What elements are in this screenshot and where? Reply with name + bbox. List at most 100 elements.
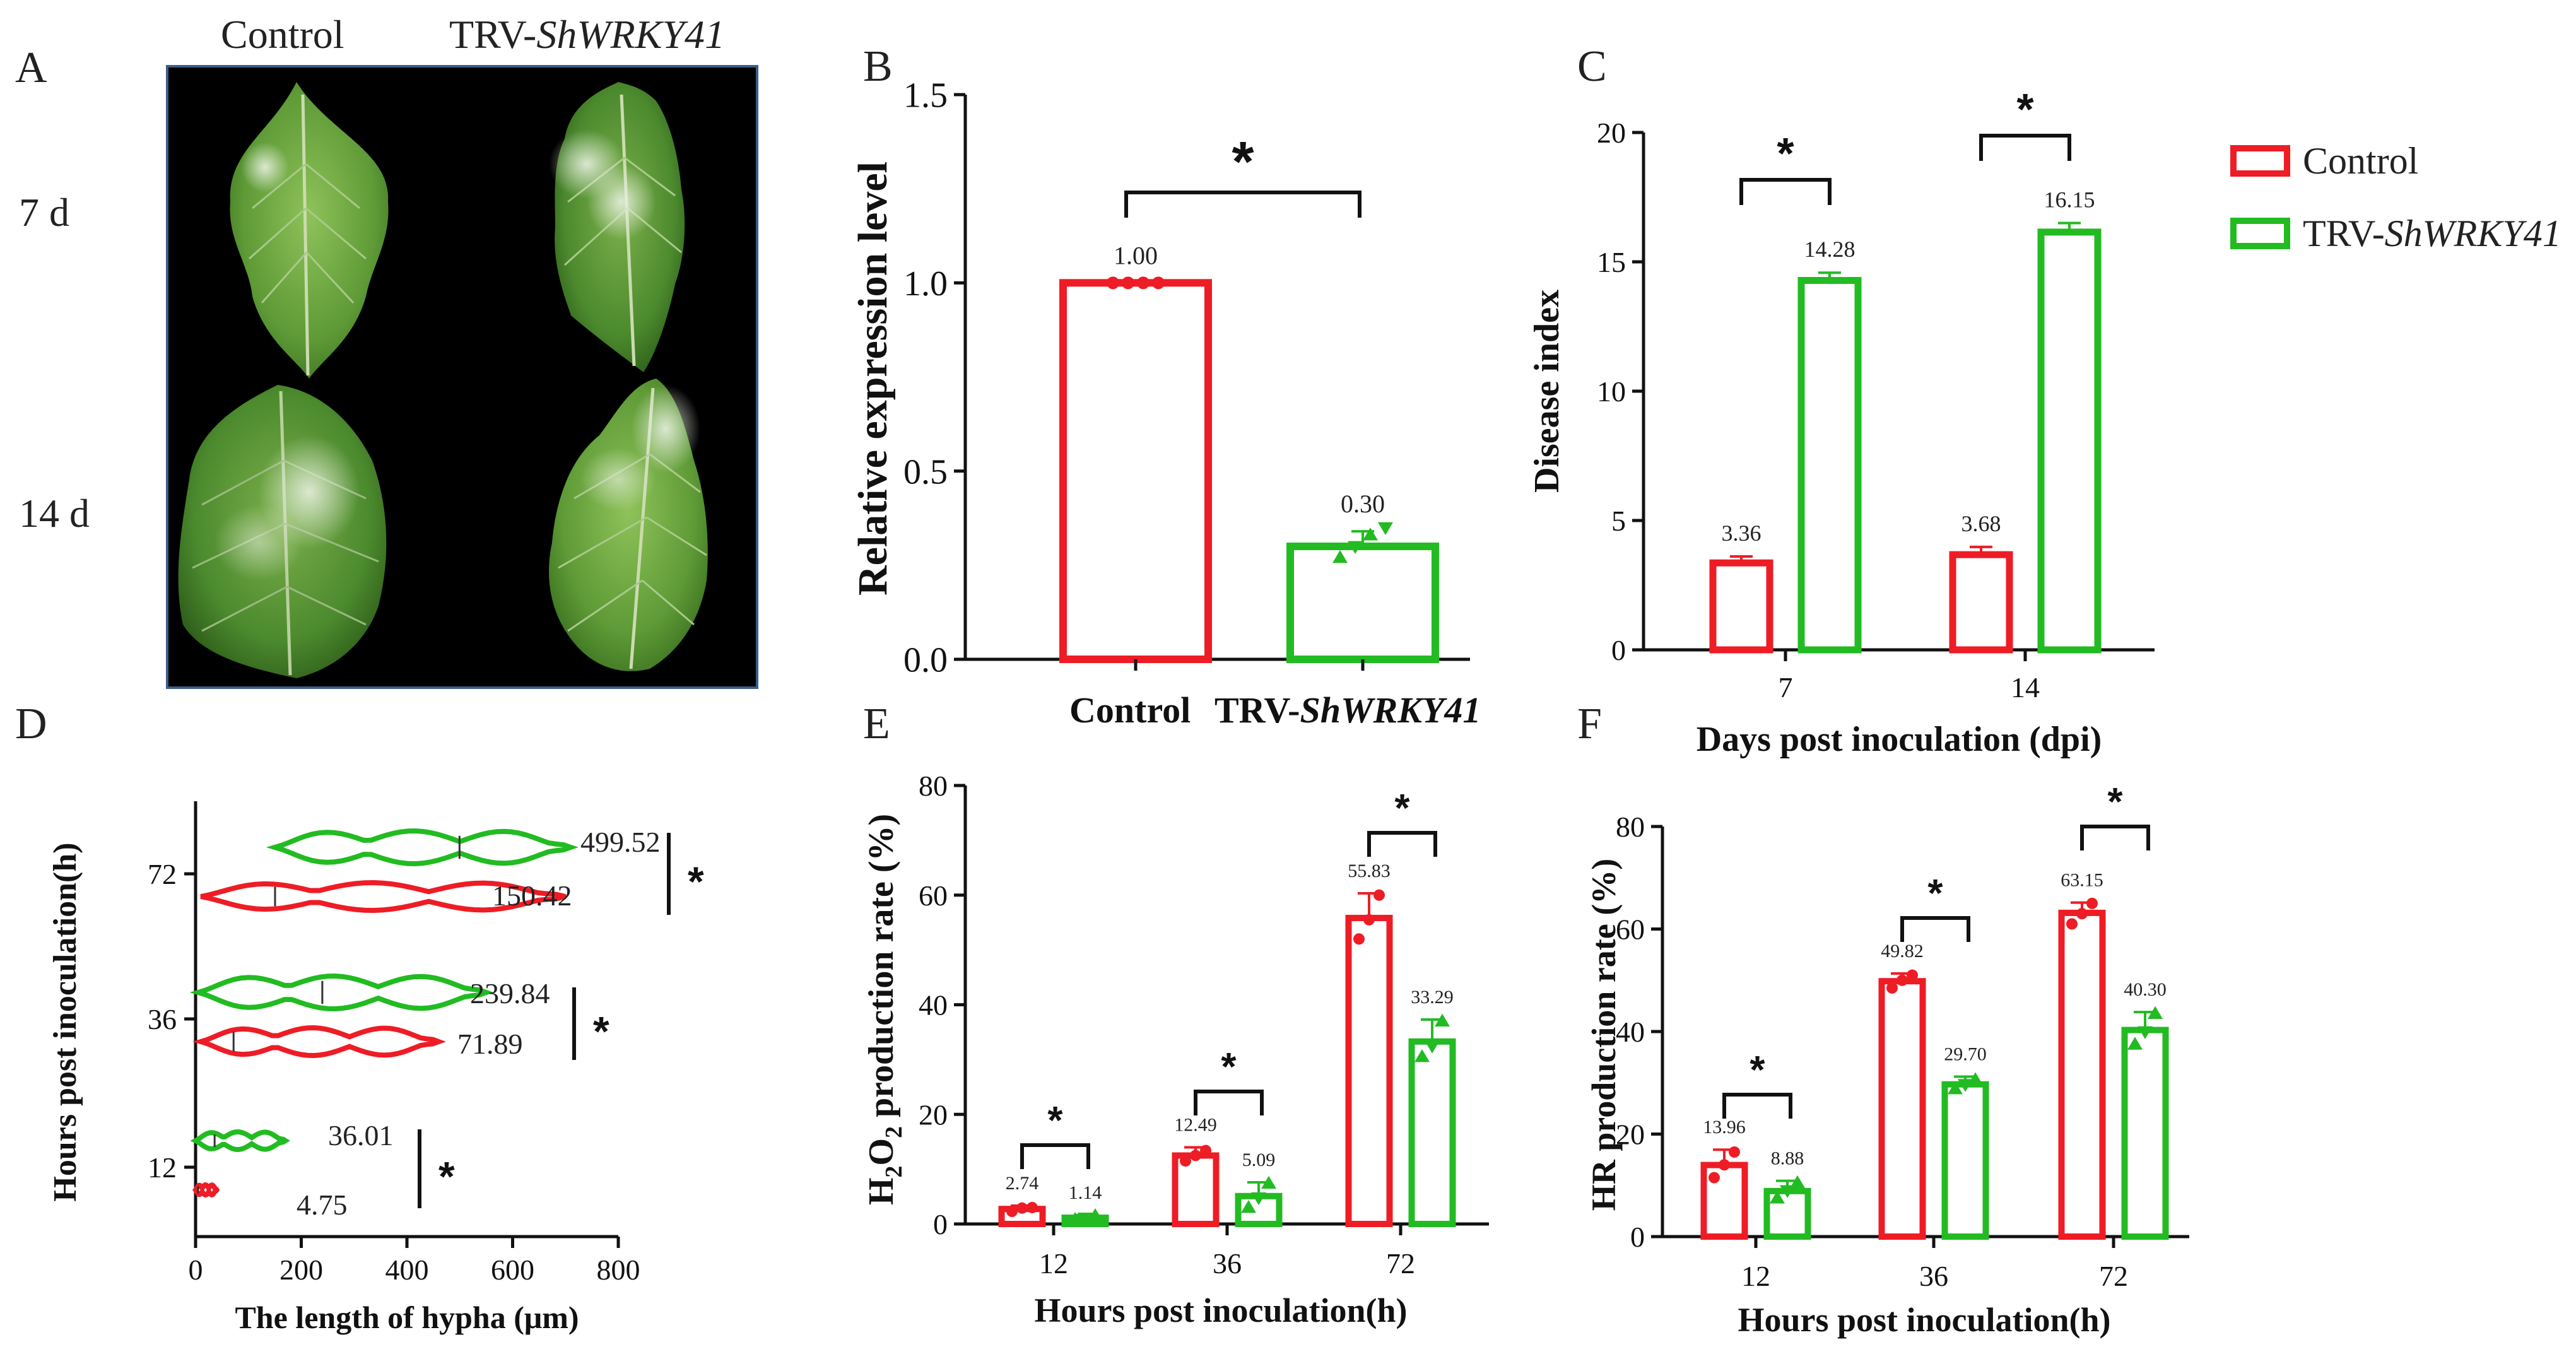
data-point-trv (1425, 1040, 1440, 1054)
bar-trv (1941, 1081, 1989, 1240)
value-label-trv: 36.01 (328, 1119, 394, 1151)
panel-f-chart: F 0 20 40 60 80 13.96 49.82 63.15 8.88 29.70 40.30 1… (1577, 700, 2189, 1339)
data-point-trv (1261, 1175, 1276, 1189)
x-tick-label: 0 (189, 1254, 203, 1286)
y-tick-label: 0.0 (903, 641, 948, 680)
leaf-control-14d (178, 385, 387, 678)
bar-trv (1797, 277, 1862, 654)
value-label-control: 3.36 (1722, 521, 1761, 546)
bar-trv (2037, 228, 2102, 654)
sig-b-bracket (1124, 191, 1362, 218)
sig-d-star: * (438, 1153, 455, 1200)
data-point-control (1353, 933, 1365, 945)
value-label-trv: 16.15 (2044, 187, 2095, 213)
data-point-control (1180, 1155, 1191, 1167)
legend-label-control: Control (2303, 140, 2418, 182)
data-point-trv (2127, 1037, 2143, 1050)
panel-c-letter: C (1577, 42, 1607, 91)
bar-trv (2121, 1027, 2169, 1240)
violin-control (200, 880, 567, 913)
data-point-trv (1332, 550, 1348, 563)
value-label-trv: 5.09 (1242, 1150, 1276, 1170)
value-label-trv: 499.52 (580, 826, 661, 858)
value-label-trv: 239.84 (470, 977, 550, 1009)
legend-label-trv-gene: ShWRKY41 (2385, 213, 2561, 254)
data-point-control (1897, 974, 1908, 986)
x-tick-label: 800 (597, 1254, 640, 1286)
sig-e-36-star: * (1221, 1045, 1237, 1089)
panel-c-chart: C 0 5 10 15 20 3.36 3.68 14.28 16.15 7 * 14 * Days pos… (1527, 42, 2155, 759)
y-axis-title-subscript: 2 (881, 1126, 907, 1138)
sig-d-star: * (688, 858, 704, 905)
bar-control (1345, 914, 1393, 1228)
sig-c-14-bracket (1979, 134, 2071, 161)
x-tick-label: 12 (1741, 1260, 1770, 1292)
data-point-trv (1088, 1208, 1103, 1221)
x-tick-label-control: Control (1069, 690, 1191, 731)
data-point-trv (1435, 1013, 1450, 1027)
y-axis-title: Disease index (1527, 290, 1567, 493)
value-label-trv: 14.28 (1804, 237, 1856, 262)
value-label-control: 3.68 (1961, 511, 2001, 536)
data-point-control (1200, 1144, 1211, 1156)
data-point-control (2086, 897, 2098, 909)
y-axis-title: Hours post inoculation(h) (47, 842, 83, 1201)
x-tick-label: 200 (279, 1254, 323, 1286)
sig-e-72-bracket (1367, 831, 1437, 857)
bar-control (1172, 1152, 1220, 1228)
value-label-trv: 29.70 (1944, 1044, 1987, 1065)
value-label-trv: 1.14 (1069, 1182, 1102, 1203)
sig-c-14-star: * (2016, 85, 2034, 134)
data-point-trv (1958, 1079, 1973, 1092)
photo-col-label-control: Control (221, 12, 344, 57)
value-label-control: 150.42 (492, 880, 572, 912)
legend-swatch-control (2230, 145, 2290, 177)
x-tick-label: 400 (385, 1254, 429, 1286)
data-point-trv (1363, 527, 1378, 541)
legend: Control TRV-ShWRKY41 (2230, 140, 2561, 254)
y-axis-title: HR production rate (%) (1585, 859, 1623, 1211)
leaf-control-7d (230, 82, 389, 379)
y-tick-label: 60 (919, 880, 948, 912)
x-tick-label: 14 (2011, 671, 2040, 703)
photo-col-label-trv-prefix: TRV- (449, 12, 536, 57)
data-point-control (2066, 918, 2078, 930)
sig-f-72-bracket (2080, 825, 2150, 850)
sig-f-36-bracket (1900, 916, 1970, 942)
y-tick-label: 12 (148, 1151, 177, 1184)
bar-control (1949, 551, 2013, 654)
y-axis-title-subscript: 2 (881, 1166, 907, 1178)
data-point-trv (1968, 1072, 1983, 1085)
y-tick-label: 10 (1597, 375, 1626, 408)
x-tick-label: 36 (1213, 1247, 1242, 1280)
x-tick-label-trv-gene: ShWRKY41 (1300, 690, 1481, 731)
sig-b-star: * (1232, 131, 1254, 194)
y-tick-label: 1.5 (903, 76, 948, 115)
data-point-trv (1378, 522, 1393, 536)
data-point-control (1363, 914, 1375, 926)
violin-trv (266, 828, 579, 866)
data-point-control (1373, 889, 1385, 901)
data-point-control (1719, 1159, 1730, 1171)
photo-row-label-14d: 14 d (19, 491, 90, 536)
sig-f-36-star: * (1927, 872, 1943, 915)
sig-f-72-star: * (2107, 780, 2123, 824)
value-label-trv: 33.29 (1411, 987, 1454, 1008)
value-label-control: 1.00 (1114, 241, 1158, 269)
value-label-trv: 40.30 (2124, 979, 2167, 1000)
y-tick-label: 40 (919, 989, 948, 1021)
y-tick-label: 1.0 (903, 264, 948, 303)
data-point-control (1137, 276, 1150, 290)
bar-control (1878, 978, 1926, 1240)
panel-a: A Control TRV-ShWRKY41 7 d 14 d (15, 12, 758, 689)
data-point-control (1122, 276, 1134, 290)
violin-trv (190, 1129, 291, 1152)
value-label-control: 49.82 (1881, 941, 1924, 962)
leaf-trv-14d (549, 379, 708, 671)
data-point-control (1190, 1150, 1201, 1162)
value-label-control: 55.83 (1348, 861, 1391, 881)
sig-c-7-bracket (1739, 178, 1832, 205)
data-point-trv (1948, 1081, 1963, 1095)
y-tick-label: 5 (1611, 505, 1626, 537)
panel-f-letter: F (1577, 700, 1602, 748)
